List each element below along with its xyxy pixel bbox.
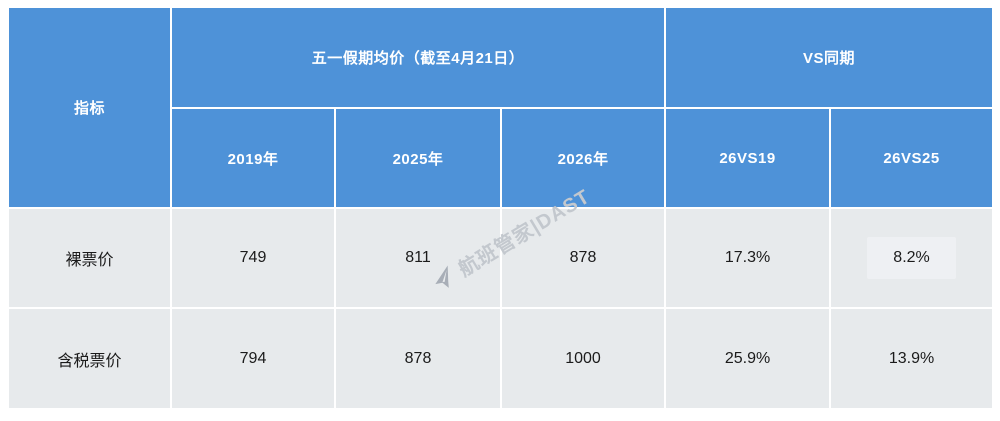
fare-table: 指标 五一假期均价（截至4月21日） VS同期 2019年 2025年 2026… [7, 6, 995, 410]
row-label-tax-included-fare: 含税票价 [7, 307, 172, 410]
tax-fare-2026: 1000 [499, 307, 667, 410]
base-fare-2026: 878 [499, 207, 667, 309]
base-fare-2025: 811 [334, 207, 502, 309]
base-fare-2019: 749 [170, 207, 336, 309]
tax-fare-2019: 794 [170, 307, 336, 410]
row-label-base-fare: 裸票价 [7, 207, 172, 309]
col-header-2025: 2025年 [334, 107, 502, 209]
col-header-26vs25: 26VS25 [829, 107, 995, 209]
base-fare-26vs25: 8.2% [829, 207, 995, 309]
tax-fare-26vs25: 13.9% [829, 307, 995, 410]
highlighted-value: 8.2% [867, 237, 956, 279]
col-header-26vs19: 26VS19 [664, 107, 832, 209]
group-header-holiday-avg-price: 五一假期均价（截至4月21日） [169, 6, 667, 109]
col-header-2026: 2026年 [499, 107, 667, 209]
tax-fare-26vs19: 25.9% [664, 307, 832, 410]
base-fare-26vs19: 17.3% [664, 207, 832, 309]
col-header-2019: 2019年 [170, 107, 336, 209]
corner-header-indicator: 指标 [7, 6, 172, 209]
group-header-vs-same-period: VS同期 [664, 6, 995, 109]
tax-fare-2025: 878 [334, 307, 502, 410]
table-row-tax-included-fare: 含税票价 794 878 1000 25.9% 13.9% [7, 307, 995, 410]
table-row-base-fare: 裸票价 749 811 878 17.3% 8.2% [7, 207, 995, 309]
